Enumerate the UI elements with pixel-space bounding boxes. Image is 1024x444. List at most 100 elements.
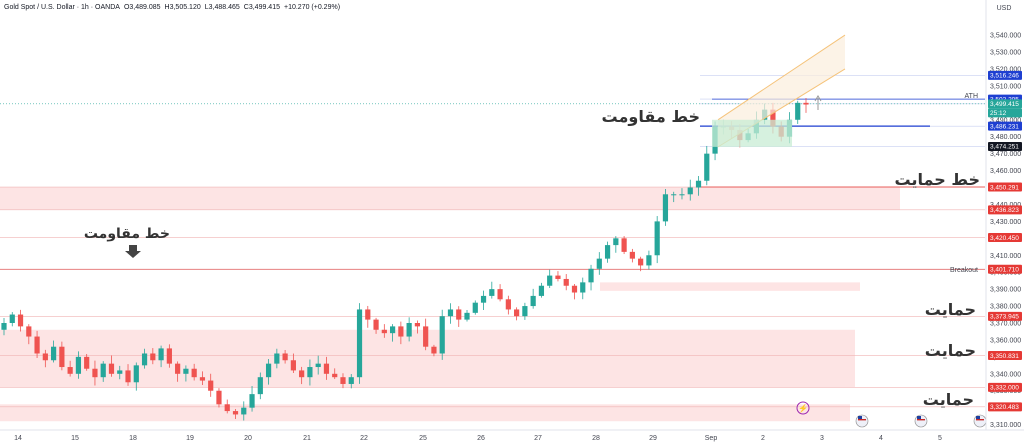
candle-body — [770, 109, 776, 127]
price-badge-label: 3,332.000 — [990, 385, 1019, 392]
candle-body — [538, 285, 545, 296]
time-axis[interactable]: 14 15 18 19 20 21 22 25 26 27 28 29 Sep 2 3 4 5 — [0, 429, 1024, 442]
candle-body — [75, 356, 82, 374]
candle-body — [100, 363, 106, 378]
header-low: L3,488.465 — [205, 4, 240, 11]
lightning-icon — [796, 401, 810, 415]
candle-body — [34, 336, 40, 354]
candle-body — [621, 238, 627, 252]
candle-body — [108, 363, 115, 374]
support-label-1: حمایت — [925, 300, 976, 319]
candle-body — [191, 368, 197, 378]
candle-body — [365, 309, 371, 320]
candle-body — [141, 353, 148, 366]
price-badge-label: 3,320.483 — [990, 404, 1019, 411]
price-axis[interactable]: USD3,310.0003,320.0003,330.0003,340.0003… — [985, 0, 1024, 444]
candle-body — [497, 289, 503, 300]
time-tick: 4 — [879, 435, 883, 442]
annotations: خط مقاومت خط مقاومت خط حمایت حمایت حمایت حمای… — [84, 93, 987, 428]
candle-body — [232, 411, 239, 415]
candle-body — [654, 221, 660, 256]
time-tick: 29 — [649, 435, 657, 442]
candle-body — [265, 363, 272, 378]
candle-body — [398, 326, 404, 337]
zone-band — [0, 404, 850, 422]
candle-body — [208, 380, 214, 391]
flag-canton — [976, 416, 980, 419]
price-tick: 3,530.000 — [990, 50, 1021, 57]
header-high: H3,505.120 — [165, 4, 201, 11]
candle-body — [282, 353, 288, 361]
time-tick: 22 — [360, 435, 368, 442]
candle-body — [456, 309, 462, 320]
zone-band — [600, 282, 860, 291]
candle-body — [480, 295, 487, 303]
candle-body — [348, 377, 354, 384]
price-badge-label: 3,499.415 — [990, 101, 1019, 108]
support-label-2: حمایت — [925, 341, 976, 360]
price-tick: 3,360.000 — [990, 337, 1021, 344]
candle-body — [505, 299, 511, 310]
price-badge — [988, 311, 1022, 321]
candle-body — [695, 180, 702, 188]
time-tick: 25 — [419, 435, 427, 442]
candle-body — [199, 377, 206, 381]
price-tick: 3,310.000 — [990, 422, 1021, 429]
price-tick: 3,470.000 — [990, 151, 1021, 158]
time-tick: 14 — [14, 435, 22, 442]
candle-body — [803, 102, 809, 105]
flag-stripe — [858, 419, 866, 421]
candle-body — [646, 255, 652, 266]
candle-body — [224, 404, 230, 412]
price-badge — [988, 233, 1022, 243]
header-open: O3,489.085 — [124, 4, 161, 11]
countdown-badge — [988, 108, 1022, 118]
candle-body — [323, 363, 330, 374]
candle-body — [315, 363, 321, 368]
time-tick: 28 — [592, 435, 600, 442]
price-badge — [988, 264, 1022, 274]
candle-body — [604, 245, 611, 259]
time-tick: Sep — [705, 435, 718, 442]
candle-body — [588, 268, 594, 283]
candle-body — [489, 289, 495, 296]
candle-body — [67, 367, 73, 374]
candle-body — [158, 348, 164, 361]
time-tick: 19 — [186, 435, 194, 442]
candle-body — [299, 370, 305, 378]
candle-body — [307, 367, 313, 378]
price-tick: 3,430.000 — [990, 219, 1021, 226]
countdown-label: 25:12 — [990, 110, 1007, 117]
candle-body — [92, 368, 98, 378]
candle-body — [1, 323, 7, 330]
candle-body — [274, 353, 280, 364]
candle-body — [662, 194, 669, 222]
candle-body — [381, 329, 387, 334]
candle-body — [9, 314, 15, 323]
price-badge — [988, 382, 1022, 392]
time-tick: 20 — [244, 435, 252, 442]
candle-body — [629, 251, 635, 259]
candle-body — [51, 346, 57, 361]
resistance-label-left: خط مقاومت — [84, 226, 170, 242]
price-badge-label: 3,516.246 — [990, 73, 1019, 80]
price-badge — [988, 141, 1022, 151]
candle-body — [175, 363, 181, 374]
support-label-3: حمایت — [923, 390, 974, 409]
candle-body — [117, 370, 123, 374]
flag-stripe — [976, 419, 984, 421]
time-tick: 21 — [303, 435, 311, 442]
price-badge — [988, 402, 1022, 412]
candle-body — [257, 377, 263, 395]
candle-body — [241, 407, 247, 415]
price-tick: 3,370.000 — [990, 321, 1021, 328]
candle-body — [530, 295, 536, 307]
lightning-glyph: ⚡ — [798, 403, 808, 413]
candle-body — [795, 102, 801, 120]
price-tick: 3,380.000 — [990, 304, 1021, 311]
time-tick: 5 — [938, 435, 942, 442]
candle-body — [216, 390, 222, 405]
candle-body — [571, 285, 578, 293]
price-tick: 3,390.000 — [990, 287, 1021, 294]
